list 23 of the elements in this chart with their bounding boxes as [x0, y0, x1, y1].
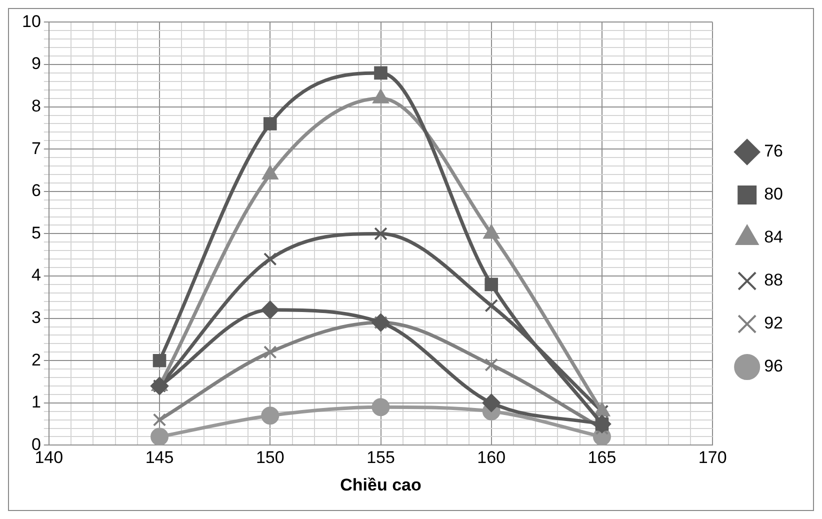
y-tick-label: 5	[31, 223, 41, 242]
x-tick-label: 170	[698, 448, 727, 468]
y-tick-label: 3	[31, 308, 41, 327]
y-tick-label: 4	[31, 266, 41, 285]
x-tick-label: 145	[145, 448, 174, 468]
x-tick-label: 160	[477, 448, 506, 468]
legend-label: 80	[764, 184, 784, 204]
y-tick-label: 9	[31, 54, 41, 74]
y-tick-label: 10	[22, 12, 41, 31]
x-tick-label: 155	[366, 448, 395, 468]
legend-label: 84	[764, 228, 784, 247]
legend-label: 96	[764, 356, 784, 376]
legend-label: 76	[764, 142, 784, 161]
x-tick-label: 165	[588, 448, 616, 468]
legend-label: 92	[764, 314, 784, 333]
x-tick-label: 150	[256, 448, 284, 468]
y-tick-label: 8	[31, 96, 41, 116]
legend-label: 88	[764, 270, 784, 290]
y-tick-label: 1	[31, 392, 41, 412]
y-tick-label: 2	[31, 350, 41, 370]
x-axis-title: Chiều cao	[340, 475, 422, 494]
y-tick-label: 6	[31, 181, 41, 200]
y-tick-label: 7	[31, 138, 41, 158]
